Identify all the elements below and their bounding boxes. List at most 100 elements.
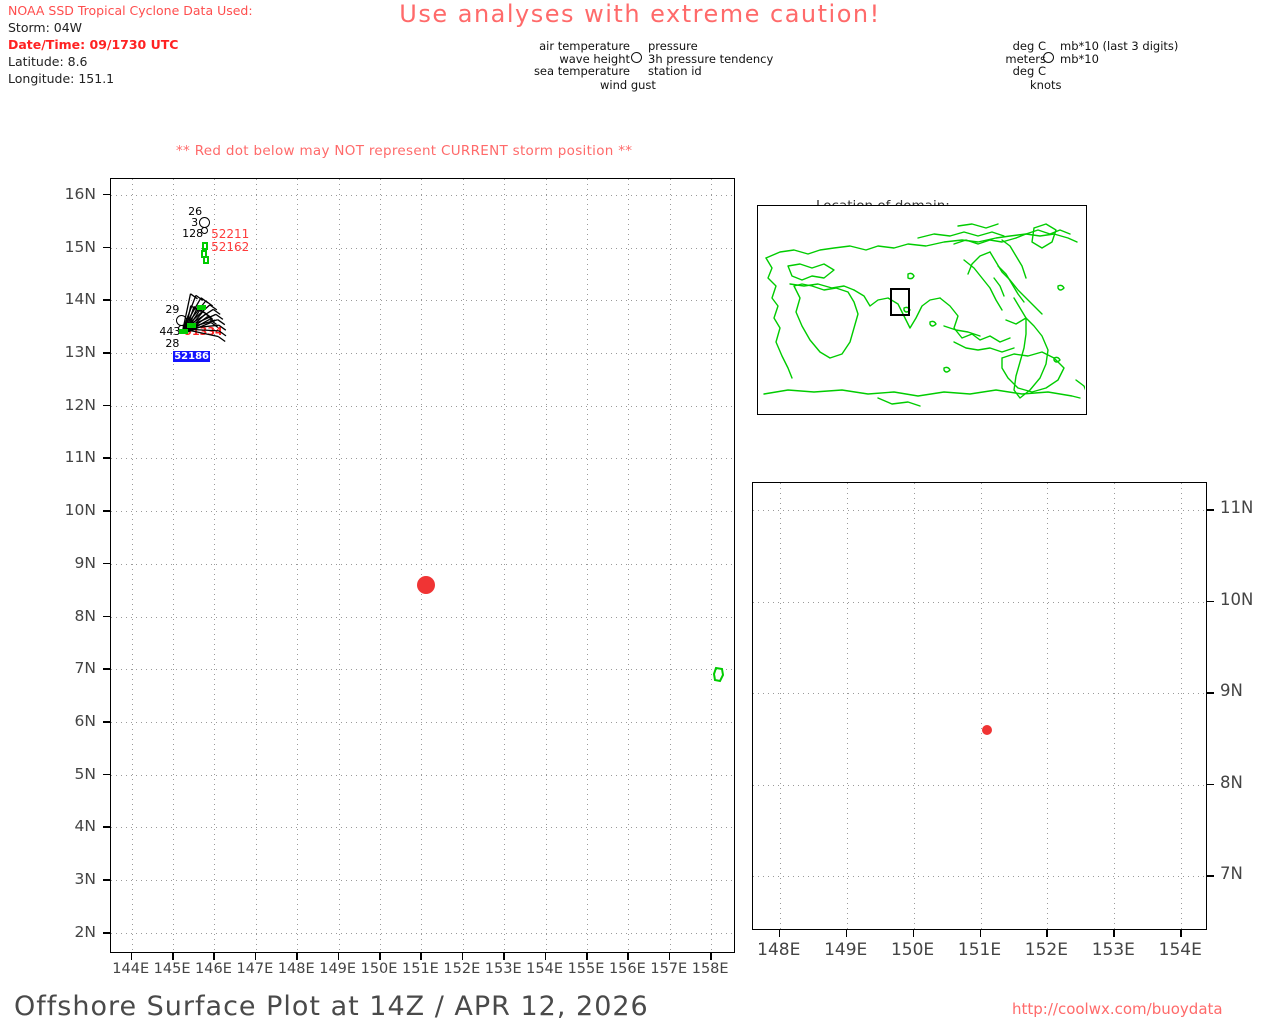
- x-axis-tick: [503, 953, 505, 960]
- y-axis-tick: [103, 457, 110, 459]
- x-axis-tick: [296, 953, 298, 960]
- main-map-panel[interactable]: 26 3 128 52211 52162 29 28 443 91334 52186: [110, 178, 735, 953]
- gridline-horizontal: [111, 300, 734, 302]
- y-axis-label: 5N: [74, 764, 96, 783]
- gridline-horizontal: [111, 563, 734, 565]
- y-axis-tick: [103, 510, 110, 512]
- x-axis-label: 153E: [1091, 940, 1135, 960]
- coastline-fragment: [202, 242, 209, 251]
- y-axis-label: 11N: [64, 448, 96, 467]
- x-axis-label: 149E: [824, 940, 868, 960]
- x-axis-label: 150E: [360, 961, 398, 977]
- y-axis-label: 9N: [74, 553, 96, 572]
- x-axis-label: 147E: [236, 961, 274, 977]
- x-axis-tick: [461, 953, 464, 960]
- gridline-horizontal: [111, 932, 734, 934]
- x-axis-label: 152E: [1024, 940, 1068, 960]
- gridline-horizontal: [111, 405, 734, 407]
- longitude-label: Longitude: 151.1: [8, 71, 115, 86]
- y-axis-label: 4N: [74, 817, 96, 836]
- gridline-vertical: [980, 483, 982, 929]
- gridline-vertical: [669, 179, 671, 952]
- station-circle-icon: [631, 52, 642, 63]
- gridline-horizontal: [111, 774, 734, 776]
- coastline-fragment: [179, 328, 189, 334]
- gridline-vertical: [131, 179, 133, 952]
- y-axis-tick: [103, 246, 110, 249]
- units-deg-c-air: deg C: [1012, 39, 1046, 53]
- gridline-vertical: [173, 179, 175, 952]
- y-axis-tick: [103, 193, 110, 196]
- x-axis-label: 148E: [277, 961, 315, 977]
- x-axis-tick: [1046, 930, 1048, 937]
- gridline-horizontal: [111, 880, 734, 882]
- gridline-horizontal: [753, 693, 1206, 695]
- legend-air-temperature: air temperature: [539, 39, 630, 53]
- y-axis-tick: [103, 562, 110, 565]
- x-axis-tick: [845, 930, 848, 937]
- x-axis-label: 153E: [484, 961, 522, 977]
- x-axis-label: 154E: [1158, 940, 1202, 960]
- x-axis-tick: [337, 953, 340, 960]
- y-axis-tick: [103, 826, 110, 829]
- legend-pressure: pressure: [648, 39, 698, 53]
- x-axis-label: 155E: [567, 961, 605, 977]
- y-axis-label: 6N: [74, 712, 96, 731]
- station-air-temperature: 29: [165, 302, 180, 316]
- y-axis-label: 10N: [1220, 589, 1254, 609]
- x-axis-tick: [668, 953, 671, 960]
- gridline-horizontal: [111, 827, 734, 829]
- island-outline: [713, 666, 725, 682]
- x-axis-tick: [379, 953, 381, 960]
- gridline-horizontal: [753, 876, 1206, 878]
- storm-position-warning: ** Red dot below may NOT represent CURRE…: [176, 143, 633, 159]
- gridline-vertical: [1114, 483, 1116, 929]
- station-id-label: 52211: [211, 226, 250, 241]
- y-axis-label: 8N: [74, 606, 96, 625]
- station-id-label: 52186: [173, 351, 211, 363]
- y-axis-label: 2N: [74, 922, 96, 941]
- gridline-horizontal: [111, 722, 734, 724]
- units-deg-c-sea: deg C: [1012, 64, 1046, 79]
- gridline-horizontal: [753, 784, 1206, 786]
- domain-location-map[interactable]: [757, 205, 1087, 415]
- y-axis-label: 8N: [1220, 772, 1243, 792]
- y-axis-label: 7N: [74, 659, 96, 678]
- gridline-horizontal: [111, 616, 734, 618]
- station-pressure: 128: [182, 226, 204, 240]
- units-mb10-last3: mb*10 (last 3 digits): [1060, 39, 1179, 53]
- gridline-horizontal: [111, 669, 734, 671]
- x-axis-label: 157E: [650, 961, 688, 977]
- x-axis-label: 150E: [890, 940, 935, 960]
- y-axis-label: 16N: [64, 184, 96, 203]
- y-axis-label: 11N: [1220, 498, 1254, 518]
- y-axis-label: 12N: [64, 395, 96, 414]
- station-circle-icon: [201, 226, 209, 234]
- gridline-vertical: [297, 179, 299, 952]
- coastline-fragment: [203, 256, 210, 265]
- datetime-label: Date/Time: 09/1730 UTC: [8, 37, 179, 52]
- legend-station-id: station id: [648, 64, 702, 79]
- units-mb10: mb*10: [1060, 51, 1099, 66]
- legend-pressure-tendency: 3h pressure tendency: [648, 51, 774, 66]
- x-axis-label: 158E: [691, 961, 729, 977]
- x-axis-tick: [710, 953, 712, 960]
- page-title: Offshore Surface Plot at 14Z / APR 12, 2…: [14, 991, 649, 1022]
- y-axis-label: 3N: [74, 870, 96, 889]
- x-axis-tick: [172, 953, 174, 960]
- gridline-vertical: [913, 483, 915, 929]
- y-axis-tick: [1207, 783, 1214, 786]
- zoom-map-panel[interactable]: [752, 482, 1207, 930]
- y-axis-tick: [103, 721, 110, 723]
- x-axis-label: 154E: [526, 961, 564, 977]
- y-axis-label: 14N: [64, 290, 96, 309]
- gridline-horizontal: [111, 247, 734, 249]
- gridline-vertical: [1181, 483, 1183, 929]
- y-axis-tick: [1207, 692, 1214, 694]
- source-url[interactable]: http://coolwx.com/buoydata: [1012, 1000, 1223, 1018]
- gridline-vertical: [545, 179, 547, 952]
- x-axis-tick: [420, 953, 423, 960]
- x-axis-tick: [130, 953, 133, 960]
- x-axis-label: 152E: [443, 961, 481, 977]
- x-axis-tick: [1113, 930, 1115, 937]
